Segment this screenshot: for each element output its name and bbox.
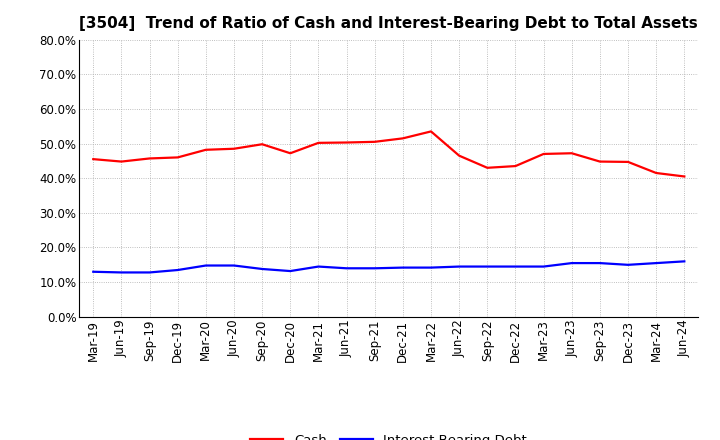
Cash <box>342 140 351 145</box>
Interest-Bearing Debt <box>567 260 576 266</box>
Cash <box>314 140 323 146</box>
Cash <box>427 129 436 134</box>
Interest-Bearing Debt <box>427 265 436 270</box>
Cash <box>89 157 98 162</box>
Legend: Cash, Interest-Bearing Debt: Cash, Interest-Bearing Debt <box>245 429 533 440</box>
Cash <box>230 146 238 151</box>
Interest-Bearing Debt <box>174 268 182 273</box>
Cash <box>455 153 464 158</box>
Interest-Bearing Debt <box>117 270 126 275</box>
Interest-Bearing Debt <box>89 269 98 275</box>
Interest-Bearing Debt <box>511 264 520 269</box>
Interest-Bearing Debt <box>624 262 632 268</box>
Cash <box>399 136 408 141</box>
Interest-Bearing Debt <box>539 264 548 269</box>
Interest-Bearing Debt <box>202 263 210 268</box>
Interest-Bearing Debt <box>652 260 660 266</box>
Interest-Bearing Debt <box>286 268 294 274</box>
Interest-Bearing Debt <box>314 264 323 269</box>
Cash <box>174 155 182 160</box>
Interest-Bearing Debt <box>399 265 408 270</box>
Interest-Bearing Debt <box>258 266 266 271</box>
Interest-Bearing Debt <box>342 266 351 271</box>
Cash <box>652 170 660 176</box>
Cash <box>117 159 126 164</box>
Cash <box>286 150 294 156</box>
Cash <box>539 151 548 157</box>
Interest-Bearing Debt <box>145 270 154 275</box>
Cash <box>145 156 154 161</box>
Line: Interest-Bearing Debt: Interest-Bearing Debt <box>94 261 684 272</box>
Interest-Bearing Debt <box>370 266 379 271</box>
Cash <box>483 165 492 170</box>
Cash <box>258 142 266 147</box>
Cash <box>202 147 210 152</box>
Interest-Bearing Debt <box>230 263 238 268</box>
Cash <box>595 159 604 164</box>
Cash <box>624 159 632 165</box>
Line: Cash: Cash <box>94 132 684 176</box>
Title: [3504]  Trend of Ratio of Cash and Interest-Bearing Debt to Total Assets: [3504] Trend of Ratio of Cash and Intere… <box>79 16 698 32</box>
Cash <box>680 174 688 179</box>
Interest-Bearing Debt <box>680 259 688 264</box>
Interest-Bearing Debt <box>483 264 492 269</box>
Interest-Bearing Debt <box>455 264 464 269</box>
Cash <box>511 163 520 169</box>
Cash <box>567 150 576 156</box>
Cash <box>370 139 379 144</box>
Interest-Bearing Debt <box>595 260 604 266</box>
